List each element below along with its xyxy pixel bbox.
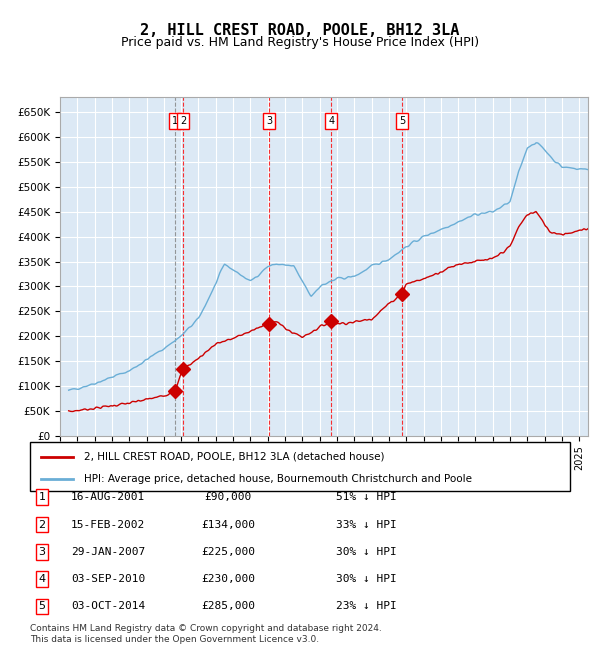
Text: 15-FEB-2002: 15-FEB-2002 (71, 519, 145, 530)
Text: 2, HILL CREST ROAD, POOLE, BH12 3LA: 2, HILL CREST ROAD, POOLE, BH12 3LA (140, 23, 460, 38)
Text: 2, HILL CREST ROAD, POOLE, BH12 3LA (detached house): 2, HILL CREST ROAD, POOLE, BH12 3LA (det… (84, 452, 385, 461)
Text: 4: 4 (328, 116, 334, 126)
Text: 4: 4 (38, 574, 46, 584)
Text: 23% ↓ HPI: 23% ↓ HPI (336, 601, 397, 612)
Text: 16-AUG-2001: 16-AUG-2001 (71, 492, 145, 502)
Text: £230,000: £230,000 (201, 574, 255, 584)
Text: 2: 2 (38, 519, 46, 530)
Text: 3: 3 (266, 116, 272, 126)
Text: 1: 1 (172, 116, 178, 126)
Text: £90,000: £90,000 (205, 492, 251, 502)
Text: £134,000: £134,000 (201, 519, 255, 530)
Text: 5: 5 (38, 601, 46, 612)
Text: HPI: Average price, detached house, Bournemouth Christchurch and Poole: HPI: Average price, detached house, Bour… (84, 474, 472, 484)
Text: 3: 3 (38, 547, 46, 557)
Text: 30% ↓ HPI: 30% ↓ HPI (336, 547, 397, 557)
Text: 03-OCT-2014: 03-OCT-2014 (71, 601, 145, 612)
Text: 29-JAN-2007: 29-JAN-2007 (71, 547, 145, 557)
Text: 5: 5 (399, 116, 405, 126)
Text: £225,000: £225,000 (201, 547, 255, 557)
Text: Contains HM Land Registry data © Crown copyright and database right 2024.
This d: Contains HM Land Registry data © Crown c… (30, 624, 382, 644)
Text: 2: 2 (180, 116, 187, 126)
Text: 03-SEP-2010: 03-SEP-2010 (71, 574, 145, 584)
Text: Price paid vs. HM Land Registry's House Price Index (HPI): Price paid vs. HM Land Registry's House … (121, 36, 479, 49)
Text: 1: 1 (38, 492, 46, 502)
Text: 30% ↓ HPI: 30% ↓ HPI (336, 574, 397, 584)
Text: £285,000: £285,000 (201, 601, 255, 612)
FancyBboxPatch shape (30, 442, 570, 491)
Text: 33% ↓ HPI: 33% ↓ HPI (336, 519, 397, 530)
Text: 51% ↓ HPI: 51% ↓ HPI (336, 492, 397, 502)
